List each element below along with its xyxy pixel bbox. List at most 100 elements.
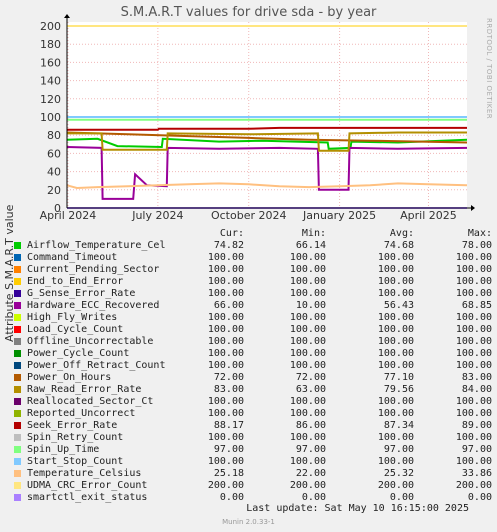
legend-cur-value: 88.17 — [213, 420, 244, 431]
legend-swatch — [14, 338, 21, 345]
legend-row: Airflow_Temperature_Cel 74.82 66.14 74.68 78… — [14, 240, 492, 252]
legend-avg-value: 100.00 — [377, 396, 414, 407]
legend-swatch — [14, 470, 21, 477]
legend-avg-value: 77.10 — [383, 372, 414, 383]
legend-series-name: Offline_Uncorrectable — [27, 336, 154, 347]
legend-avg-value: 100.00 — [377, 324, 414, 335]
legend-min-value: 97.00 — [295, 444, 326, 455]
legend-avg-value: 56.43 — [383, 300, 414, 311]
y-axis-arrow — [64, 14, 70, 18]
legend-avg-value: 100.00 — [377, 432, 414, 443]
header-max: Max: — [467, 228, 492, 239]
x-tick-label: July 2024 — [131, 209, 183, 222]
legend-max-value: 200.00 — [455, 480, 492, 491]
legend-series-name: Seek_Error_Rate — [27, 420, 118, 431]
legend-row: Power_Off_Retract_Count 100.00 100.00 100.0… — [14, 360, 492, 372]
series-line-temperature-celsius — [66, 182, 468, 190]
legend-cur-value: 66.00 — [213, 300, 244, 311]
legend-cur-value: 100.00 — [207, 288, 244, 299]
legend-cur-value: 25.18 — [213, 468, 244, 479]
legend-max-value: 97.00 — [461, 444, 492, 455]
legend-swatch — [14, 398, 21, 405]
legend-swatch — [14, 422, 21, 429]
legend-min-value: 100.00 — [289, 264, 326, 275]
legend-swatch — [14, 374, 21, 381]
legend-cur-value: 72.00 — [213, 372, 244, 383]
legend-swatch — [14, 458, 21, 465]
legend-swatch — [14, 278, 21, 285]
legend-cur-value: 100.00 — [207, 276, 244, 287]
legend-min-value: 72.00 — [295, 372, 326, 383]
legend-row: Temperature_Celsius 25.18 22.00 25.32 33.86 — [14, 468, 492, 480]
legend-min-value: 22.00 — [295, 468, 326, 479]
legend-row: Raw_Read_Error_Rate 83.00 63.00 79.56 84.00 — [14, 384, 492, 396]
legend-series-name: Hardware_ECC_Recovered — [27, 300, 160, 311]
legend-header-row: Cur: Min: Avg: Max: — [14, 228, 492, 240]
y-tick-label: 80 — [47, 129, 61, 142]
legend-series-name: Load_Cycle_Count — [27, 324, 124, 335]
legend-row: High_Fly_Writes 100.00 100.00 100.00 100.00 — [14, 312, 492, 324]
legend-min-value: 100.00 — [289, 408, 326, 419]
legend-swatch — [14, 482, 21, 489]
legend-row: End_to_End_Error 100.00 100.00 100.00 100.00 — [14, 276, 492, 288]
legend-swatch — [14, 350, 21, 357]
legend-max-value: 100.00 — [455, 432, 492, 443]
legend-row: Power_On_Hours 72.00 72.00 77.10 83.00 — [14, 372, 492, 384]
legend-cur-value: 100.00 — [207, 324, 244, 335]
y-tick-label: 20 — [47, 184, 61, 197]
legend-swatch — [14, 266, 21, 273]
y-tick-label: 120 — [40, 93, 61, 106]
legend-max-value: 0.00 — [467, 492, 492, 503]
legend-min-value: 10.00 — [295, 300, 326, 311]
legend-cur-value: 100.00 — [207, 264, 244, 275]
legend-min-value: 100.00 — [289, 324, 326, 335]
y-tick-label: 100 — [40, 111, 61, 124]
legend-series-name: G_Sense_Error_Rate — [27, 288, 136, 299]
y-tick-label: 40 — [47, 166, 61, 179]
legend-cur-value: 100.00 — [207, 360, 244, 371]
legend-cur-value: 100.00 — [207, 312, 244, 323]
legend-min-value: 63.00 — [295, 384, 326, 395]
legend-swatch — [14, 494, 21, 501]
legend-swatch — [14, 326, 21, 333]
y-tick-label: 60 — [47, 147, 61, 160]
legend-max-value: 100.00 — [455, 336, 492, 347]
legend-series-name: Reported_Uncorrect — [27, 408, 136, 419]
legend-avg-value: 25.32 — [383, 468, 414, 479]
legend-swatch — [14, 254, 21, 261]
legend-min-value: 100.00 — [289, 348, 326, 359]
legend-cur-value: 74.82 — [213, 240, 244, 251]
legend-max-value: 100.00 — [455, 396, 492, 407]
legend-swatch — [14, 362, 21, 369]
legend-max-value: 100.00 — [455, 288, 492, 299]
legend-cur-value: 100.00 — [207, 432, 244, 443]
legend-cur-value: 100.00 — [207, 408, 244, 419]
y-tick-label: 180 — [40, 38, 61, 51]
y-tick-label: 200 — [40, 20, 61, 33]
legend-min-value: 100.00 — [289, 252, 326, 263]
legend-series-name: Airflow_Temperature_Cel — [27, 240, 166, 251]
legend-avg-value: 100.00 — [377, 288, 414, 299]
legend-row: Seek_Error_Rate 88.17 86.00 87.34 89.00 — [14, 420, 492, 432]
legend-row: UDMA_CRC_Error_Count 200.00 200.00 200.00 20… — [14, 480, 492, 492]
legend-min-value: 100.00 — [289, 396, 326, 407]
legend-series-name: Power_Off_Retract_Count — [27, 360, 166, 371]
legend-max-value: 100.00 — [455, 348, 492, 359]
header-avg: Avg: — [389, 228, 414, 239]
munin-version: Munin 2.0.33-1 — [222, 518, 275, 526]
legend-max-value: 100.00 — [455, 456, 492, 467]
legend-avg-value: 0.00 — [389, 492, 414, 503]
y-tick-label: 140 — [40, 75, 61, 88]
x-tick-label: October 2024 — [211, 209, 287, 222]
legend-avg-value: 100.00 — [377, 276, 414, 287]
series-line-seek-error-rate — [67, 126, 467, 131]
legend-swatch — [14, 302, 21, 309]
legend-min-value: 100.00 — [289, 456, 326, 467]
y-tick-label: 160 — [40, 56, 61, 69]
y-tick-label: 0 — [54, 202, 61, 215]
legend-series-name: Power_On_Hours — [27, 372, 112, 383]
legend-cur-value: 97.00 — [213, 444, 244, 455]
legend-avg-value: 100.00 — [377, 252, 414, 263]
legend-row: Load_Cycle_Count 100.00 100.00 100.00 100.00 — [14, 324, 492, 336]
legend-avg-value: 74.68 — [383, 240, 414, 251]
